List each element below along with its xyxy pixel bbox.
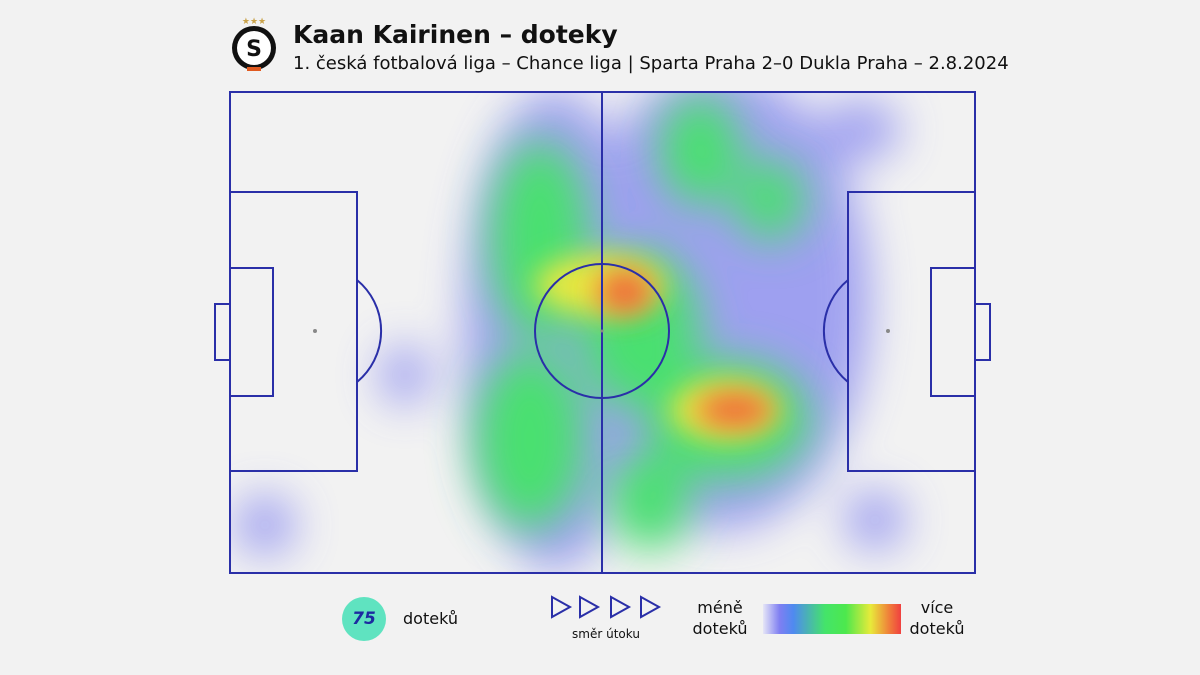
heatmap <box>235 92 905 570</box>
logo: S ★★★ <box>232 17 276 71</box>
svg-text:★★★: ★★★ <box>242 17 266 27</box>
pitch <box>214 91 991 574</box>
touches-count: 75 <box>342 597 386 641</box>
legend-gradient <box>763 604 901 634</box>
direction-label: směr útoku <box>572 627 640 641</box>
legend-more: více doteků <box>909 598 965 638</box>
subtitle: 1. česká fotbalová liga – Chance liga | … <box>293 53 1009 74</box>
touches-label: doteků <box>403 609 458 628</box>
title: Kaan Kairinen – doteky <box>293 20 618 49</box>
direction-arrows <box>551 595 662 619</box>
legend-less: méně doteků <box>692 598 748 638</box>
svg-text:S: S <box>246 37 262 62</box>
